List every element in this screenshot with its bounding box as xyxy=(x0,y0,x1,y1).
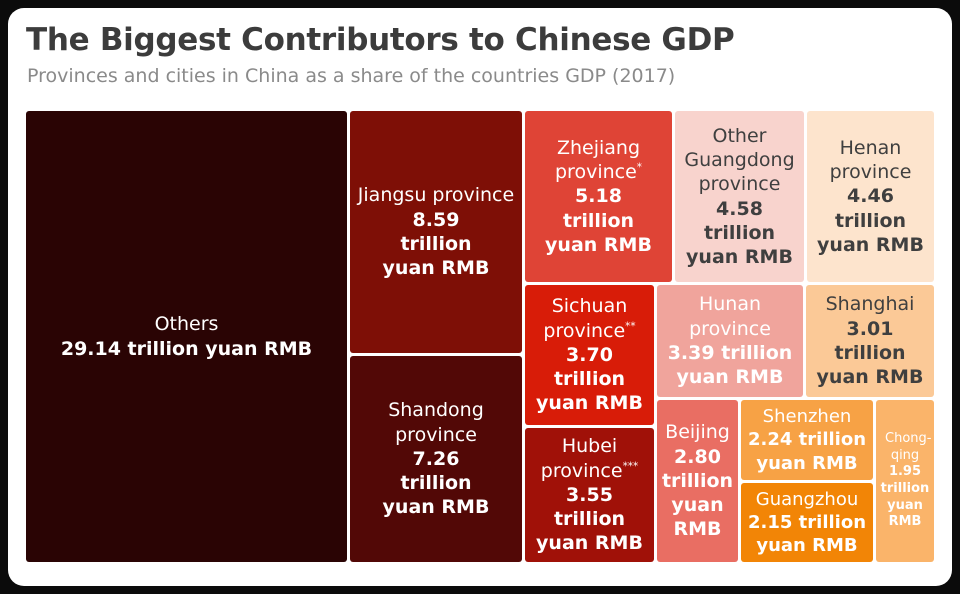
tile-value-chongqing: 1.95 trillion yuan RMB xyxy=(880,464,930,530)
tile-other-guangdong-province: Other Guangdong province 4.58 trillion yu… xyxy=(675,111,804,282)
tile-hunan-province: Hunan province 3.39 trillion yuan RMB xyxy=(657,285,803,397)
tile-value-others: 29.14 trillion yuan RMB xyxy=(60,337,313,360)
tile-label-other-guangdong-province: Other Guangdong province xyxy=(681,124,799,197)
tile-name-henan-province: Henan province xyxy=(829,136,912,184)
tile-label-shanghai: Shanghai xyxy=(826,292,915,316)
tile-label-jiangsu-province: Jiangsu province xyxy=(358,183,514,207)
footnote-mark-hubei-province: *** xyxy=(622,460,639,473)
tile-value-beijing: 2.80 trillion yuan RMB xyxy=(661,445,734,541)
footnote-mark-zhejiang-province: * xyxy=(636,161,642,174)
tile-zhejiang-province: Zhejiang province* 5.18 trillion yuan RMB xyxy=(525,111,672,282)
tile-label-guangzhou: Guangzhou xyxy=(756,488,859,511)
tile-label-henan-province: Henan province xyxy=(816,136,926,185)
tile-others: Others 29.14 trillion yuan RMB xyxy=(26,111,347,562)
tile-label-beijing: Beijing xyxy=(665,420,730,444)
tile-shandong-province: Shandong province 7.26 trillion yuan RMB xyxy=(350,356,522,562)
tile-shenzhen: Shenzhen 2.24 trillion yuan RMB xyxy=(741,400,873,480)
tile-hubei-province: Hubei province*** 3.55 trillion yuan RMB xyxy=(525,428,654,562)
tile-value-shandong-province: 7.26 trillion yuan RMB xyxy=(382,447,490,519)
tile-name-shandong-province: Shandong province xyxy=(388,399,484,446)
tile-value-hubei-province: 3.55 trillion yuan RMB xyxy=(536,483,643,555)
tile-label-chongqing: Chong-qing xyxy=(885,431,931,464)
tile-name-zhejiang-province: Zhejiang province xyxy=(555,136,641,184)
tile-value-shanghai: 3.01 trillion yuan RMB xyxy=(816,317,924,389)
tile-label-shandong-province: Shandong province xyxy=(371,398,501,447)
tile-name-hubei-province: Hubei province xyxy=(540,435,623,482)
tile-name-sichuan-province: Sichuan province xyxy=(543,295,628,342)
tile-chongqing: Chong-qing 1.95 trillion yuan RMB xyxy=(876,400,934,562)
tile-guangzhou: Guangzhou 2.15 trillion yuan RMB xyxy=(741,483,873,562)
tile-name-hunan-province: Hunan province xyxy=(689,293,771,340)
tile-name-guangzhou: Guangzhou xyxy=(755,488,859,510)
tile-name-beijing: Beijing xyxy=(665,421,730,444)
tile-name-other-guangdong-province: Other Guangdong province xyxy=(684,124,795,196)
tile-name-shenzhen: Shenzhen xyxy=(762,406,852,428)
tile-beijing: Beijing 2.80 trillion yuan RMB xyxy=(657,400,738,562)
tile-name-jiangsu-province: Jiangsu province xyxy=(357,184,515,207)
tile-sichuan-province: Sichuan province** 3.70 trillion yuan RMB xyxy=(525,285,654,425)
footnote-mark-sichuan-province: ** xyxy=(625,320,636,333)
tile-value-other-guangdong-province: 4.58 trillion yuan RMB xyxy=(686,197,793,269)
tile-value-henan-province: 4.46 trillion yuan RMB xyxy=(817,185,924,256)
tile-name-shanghai: Shanghai xyxy=(825,293,915,316)
tile-label-hunan-province: Hunan province xyxy=(668,292,793,341)
tile-value-guangzhou: 2.15 trillion yuan RMB xyxy=(747,511,867,557)
tile-value-zhejiang-province: 5.18 trillion yuan RMB xyxy=(545,185,652,256)
chart-subtitle: Provinces and cities in China as a share… xyxy=(27,65,676,87)
tile-label-shenzhen: Shenzhen xyxy=(763,405,852,428)
tile-name-chongqing: Chong-qing xyxy=(885,431,932,463)
tile-label-hubei-province: Hubei province*** xyxy=(531,434,649,483)
tile-name-others: Others xyxy=(154,313,219,336)
tile-value-shenzhen: 2.24 trillion yuan RMB xyxy=(747,429,867,474)
tile-label-zhejiang-province: Zhejiang province* xyxy=(544,136,654,185)
tile-henan-province: Henan province 4.46 trillion yuan RMB xyxy=(807,111,934,282)
tile-value-jiangsu-province: 8.59 trillion yuan RMB xyxy=(382,208,490,280)
tile-label-others: Others xyxy=(155,312,219,336)
tile-label-sichuan-province: Sichuan province** xyxy=(531,294,649,343)
tile-jiangsu-province: Jiangsu province 8.59 trillion yuan RMB xyxy=(350,111,522,353)
tile-shanghai: Shanghai 3.01 trillion yuan RMB xyxy=(806,285,934,397)
tile-value-hunan-province: 3.39 trillion yuan RMB xyxy=(667,342,793,389)
tile-value-sichuan-province: 3.70 trillion yuan RMB xyxy=(536,343,643,415)
chart-title: The Biggest Contributors to Chinese GDP xyxy=(26,22,735,58)
